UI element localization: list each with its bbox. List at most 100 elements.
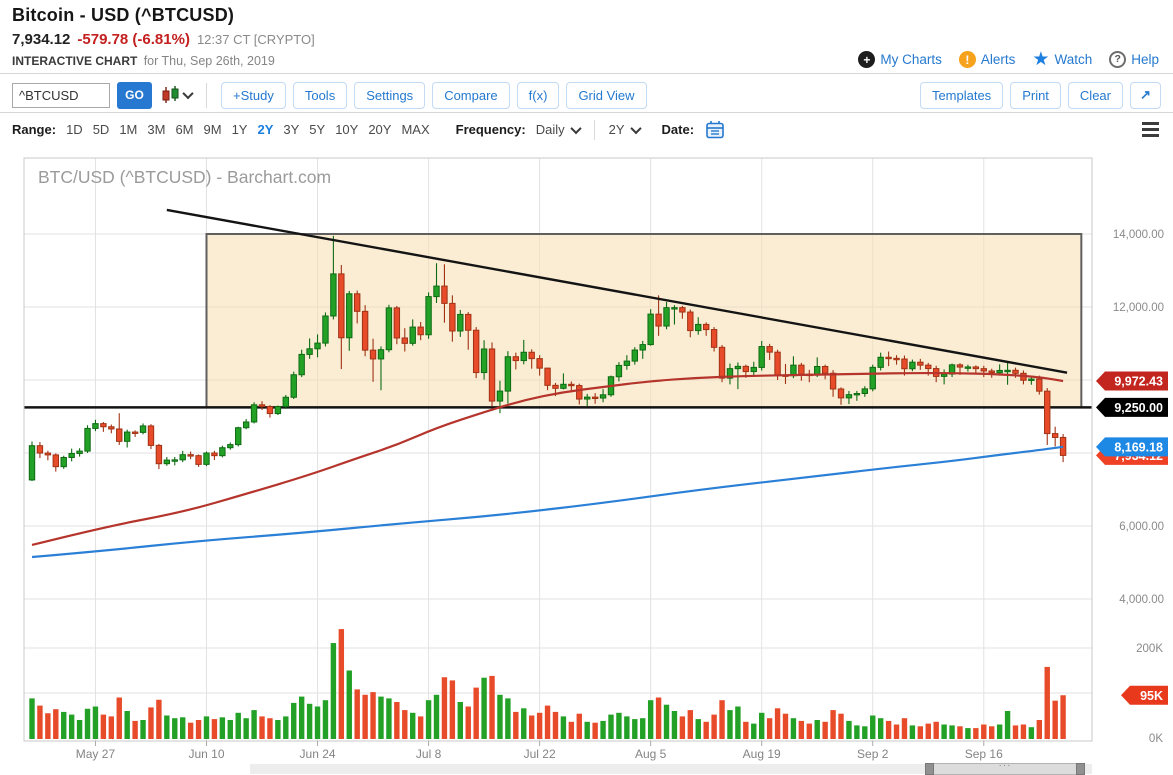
candlestick-icon xyxy=(162,86,179,103)
my-charts-label: My Charts xyxy=(880,52,942,67)
chart-menu-button[interactable] xyxy=(1142,122,1159,137)
price-badge-hline xyxy=(1096,397,1168,417)
star-icon: ★ xyxy=(1032,49,1050,70)
svg-text:200K: 200K xyxy=(1136,643,1163,655)
price-chart[interactable]: BTC/USD (^BTCUSD) - Barchart.com 14,000.0… xyxy=(0,150,1173,774)
svg-text:9,250.00: 9,250.00 xyxy=(1114,401,1163,415)
date-label: Date: xyxy=(661,122,695,137)
chart-scrollbar-thumb[interactable]: ··· xyxy=(925,760,1085,775)
interactive-chart-label: INTERACTIVE CHART xyxy=(12,54,138,68)
range-option-3y[interactable]: 3Y xyxy=(283,122,300,137)
svg-text:Jun 24: Jun 24 xyxy=(300,747,336,761)
last-price: 7,934.12 xyxy=(12,31,71,48)
price-badge-ma200 xyxy=(1096,437,1168,457)
frequency-dropdown[interactable]: Daily xyxy=(535,122,582,137)
chart-scrollbar-track[interactable] xyxy=(250,764,1092,774)
chart-date-label: for Thu, Sep 26th, 2019 xyxy=(143,54,275,68)
y-axis-labels: 14,000.00 12,000.00 6,000.00 4,000.00 200K 0K xyxy=(1113,229,1164,745)
price-badge-ma50 xyxy=(1096,371,1168,391)
chevron-down-icon xyxy=(182,87,194,100)
range-option-6m[interactable]: 6M xyxy=(175,122,194,137)
toolbar-left-buttons: +Study Tools Settings Compare f(x) Grid View xyxy=(221,81,647,109)
go-button[interactable]: GO xyxy=(117,81,152,109)
svg-text:0K: 0K xyxy=(1149,733,1163,745)
toolbar-button-templates[interactable]: Templates xyxy=(919,81,1004,109)
watch-link[interactable]: ★ Watch xyxy=(1032,50,1092,69)
my-charts-link[interactable]: + My Charts xyxy=(858,51,942,68)
toolbar-button-study[interactable]: +Study xyxy=(221,81,286,109)
range-bar-divider xyxy=(593,119,595,140)
range-option-5y[interactable]: 5Y xyxy=(309,122,326,137)
range-option-1d[interactable]: 1D xyxy=(66,122,83,137)
chart-type-dropdown[interactable] xyxy=(161,85,194,105)
help-link[interactable]: ? Help xyxy=(1109,51,1159,68)
toolbar-button-print[interactable]: Print xyxy=(1010,81,1061,109)
range-options: 1D 5D 1M 3M 6M 9M 1Y 2Y 3Y 5Y 10Y 20Y MAX xyxy=(66,122,430,137)
period-dropdown[interactable]: 2Y xyxy=(608,122,642,137)
volume-bars xyxy=(29,629,1066,739)
page-title: Bitcoin - USD (^BTCUSD) xyxy=(12,5,235,25)
svg-text:Aug 5: Aug 5 xyxy=(635,747,667,761)
svg-text:Jul 8: Jul 8 xyxy=(416,747,442,761)
scrollbar-right-handle[interactable] xyxy=(1076,763,1085,775)
fullscreen-button[interactable]: ↗ xyxy=(1130,81,1161,109)
header: Bitcoin - USD (^BTCUSD) 7,934.12 -579.78… xyxy=(12,5,315,68)
price-change: -579.78 (-6.81%) xyxy=(77,31,190,48)
svg-text:Sep 16: Sep 16 xyxy=(965,747,1003,761)
question-icon: ? xyxy=(1109,51,1127,68)
toolbar-button-tools[interactable]: Tools xyxy=(292,81,348,109)
frequency-value: Daily xyxy=(535,122,565,137)
alerts-label: Alerts xyxy=(980,52,1016,67)
chevron-down-icon xyxy=(569,122,582,134)
range-option-2y[interactable]: 2Y xyxy=(257,122,274,137)
svg-text:Aug 19: Aug 19 xyxy=(743,747,781,761)
svg-text:May 27: May 27 xyxy=(76,747,116,761)
period-value: 2Y xyxy=(608,122,625,137)
svg-text:14,000.00: 14,000.00 xyxy=(1113,229,1164,241)
alert-icon: ! xyxy=(958,51,976,68)
toolbar-button-grid-view[interactable]: Grid View xyxy=(566,81,647,109)
ma200-line xyxy=(31,445,1064,559)
range-option-10y[interactable]: 10Y xyxy=(335,122,359,137)
calendar-icon xyxy=(706,120,724,138)
range-option-1y[interactable]: 1Y xyxy=(231,122,248,137)
page-subtitle: INTERACTIVE CHART for Thu, Sep 26th, 201… xyxy=(12,54,315,68)
chevron-down-icon xyxy=(629,122,642,134)
symbol-input[interactable] xyxy=(12,82,110,108)
scrollbar-left-handle[interactable] xyxy=(925,763,934,775)
trendline-annotation[interactable] xyxy=(166,208,1068,374)
toolbar-button-compare[interactable]: Compare xyxy=(432,81,510,109)
range-option-1m[interactable]: 1M xyxy=(119,122,138,137)
toolbar-right-buttons: Templates Print Clear xyxy=(919,81,1123,109)
toolbar-button-clear[interactable]: Clear xyxy=(1067,81,1123,109)
hamburger-icon xyxy=(1142,122,1159,125)
range-label: Range: xyxy=(12,122,57,137)
date-picker-button[interactable] xyxy=(704,119,726,141)
range-option-5d[interactable]: 5D xyxy=(92,122,110,137)
frequency-label: Frequency: xyxy=(455,122,526,137)
svg-text:12,000.00: 12,000.00 xyxy=(1113,302,1164,314)
scrollbar-grip-icon: ··· xyxy=(998,760,1012,771)
help-label: Help xyxy=(1131,52,1159,67)
ma50-line xyxy=(31,371,1064,547)
svg-text:Jun 10: Jun 10 xyxy=(188,747,224,761)
svg-text:Sep 2: Sep 2 xyxy=(857,747,889,761)
range-option-3m[interactable]: 3M xyxy=(147,122,166,137)
toolbar-button-settings[interactable]: Settings xyxy=(354,81,426,109)
svg-text:4,000.00: 4,000.00 xyxy=(1119,594,1164,606)
divider xyxy=(0,112,1173,113)
range-option-9m[interactable]: 9M xyxy=(203,122,222,137)
range-option-20y[interactable]: 20Y xyxy=(368,122,392,137)
svg-text:8,169.18: 8,169.18 xyxy=(1114,440,1163,454)
chart-watermark: BTC/USD (^BTCUSD) - Barchart.com xyxy=(38,167,331,187)
toolbar-divider xyxy=(206,82,207,108)
toolbar-button-f-x[interactable]: f(x) xyxy=(516,81,560,109)
svg-text:9,972.43: 9,972.43 xyxy=(1114,375,1163,389)
range-option-max[interactable]: MAX xyxy=(401,122,430,137)
x-axis-labels: May 27 Jun 10 Jun 24 Jul 8 Jul 22 Aug 5 Aug 19… xyxy=(76,741,1003,761)
svg-text:6,000.00: 6,000.00 xyxy=(1119,521,1164,533)
range-bar: Range: 1D 5D 1M 3M 6M 9M 1Y 2Y 3Y 5Y 10Y 20Y MAX Fre… xyxy=(12,116,1159,143)
alerts-link[interactable]: ! Alerts xyxy=(958,51,1016,68)
